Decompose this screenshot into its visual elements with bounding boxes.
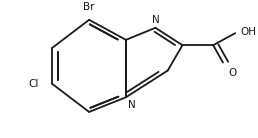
Text: N: N [128,100,136,110]
Text: Cl: Cl [28,79,39,89]
Text: OH: OH [240,27,256,37]
Text: O: O [228,68,236,78]
Text: N: N [151,15,159,25]
Text: Br: Br [83,2,95,12]
